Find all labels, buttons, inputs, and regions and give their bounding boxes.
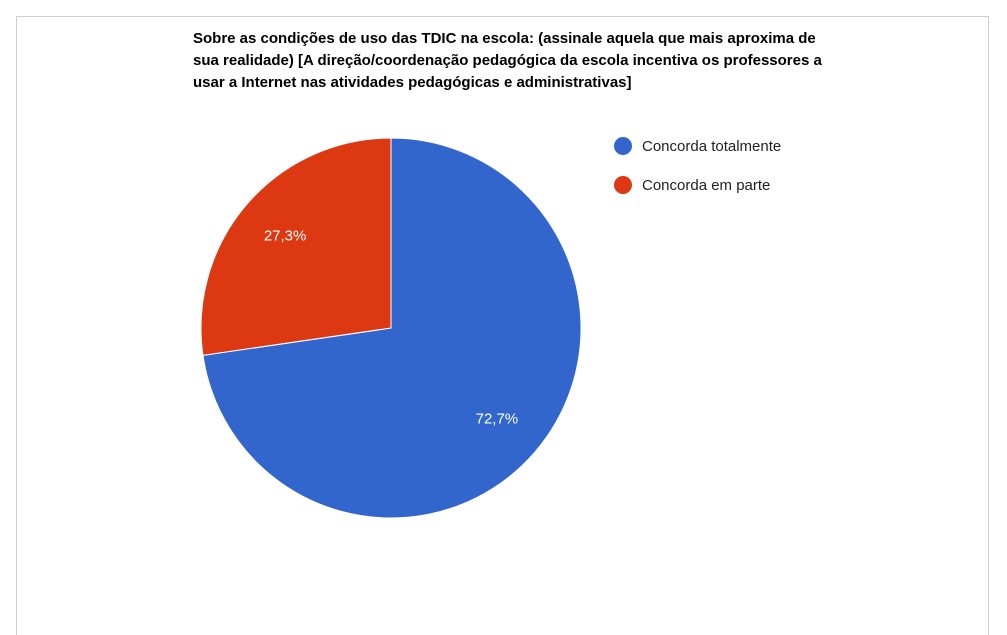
legend-swatch <box>614 137 632 155</box>
chart-title: Sobre as condições de uso das TDIC na es… <box>193 30 822 91</box>
slice-label: 27,3% <box>264 227 307 244</box>
pie-slice <box>202 137 582 519</box>
legend-entry: Concorda totalmente <box>614 135 822 158</box>
legend-label: Concorda totalmente <box>642 138 782 155</box>
pie-slice <box>200 137 392 356</box>
legend-entry: Concorda em parte <box>614 174 822 197</box>
slice-label: 72,7% <box>476 411 519 428</box>
frame <box>16 16 989 635</box>
legend-swatch <box>614 176 632 194</box>
legend-label: Concorda em parte <box>642 177 771 194</box>
